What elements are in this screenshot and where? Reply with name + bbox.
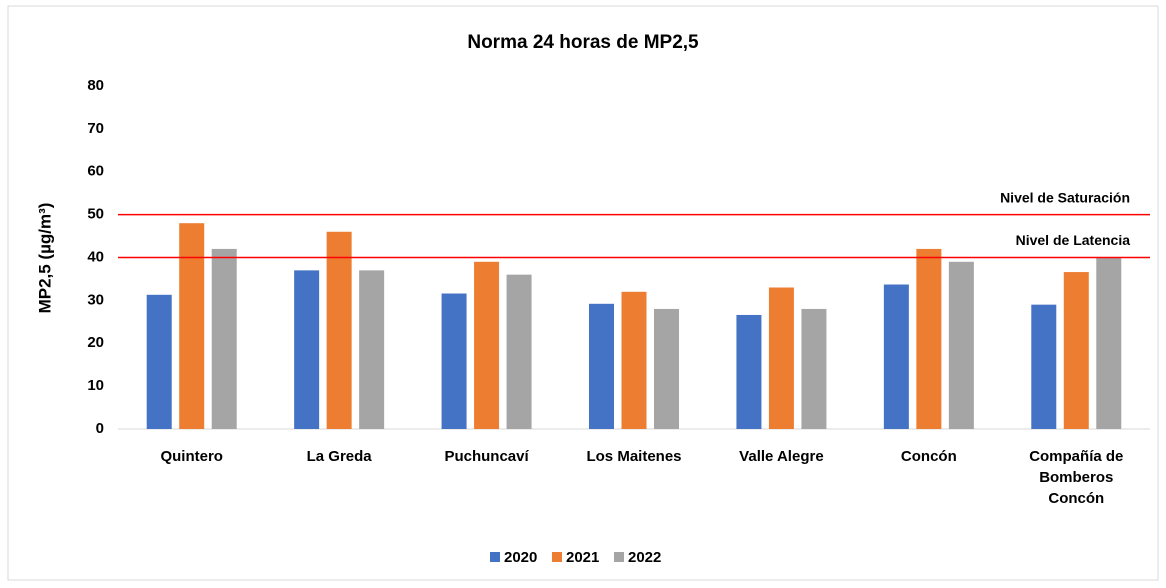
x-tick-label: Los Maitenes [586, 448, 682, 465]
bar [146, 294, 172, 429]
y-tick-label: 10 [87, 377, 104, 394]
bar [294, 270, 320, 429]
bar [621, 291, 647, 429]
y-tick-label: 70 [87, 120, 104, 137]
x-tick-label: Quintero [160, 448, 223, 465]
x-tick-label: Valle Alegre [739, 448, 824, 465]
chart-title: Norma 24 horas de MP2,5 [467, 32, 699, 53]
bar [211, 248, 237, 429]
y-tick-label: 80 [87, 77, 104, 94]
bar [654, 308, 679, 429]
bar [326, 231, 352, 429]
y-tick-label: 30 [87, 291, 104, 308]
x-tick-label: La Greda [306, 448, 372, 465]
x-tick-label: Puchuncaví [444, 448, 529, 465]
y-tick-label: 40 [87, 248, 104, 265]
x-tick-label: Compañía de Bomberos Concón [1029, 448, 1124, 507]
legend-label: 2020 [504, 549, 537, 566]
bar [474, 261, 500, 429]
legend-label: 2022 [628, 549, 661, 566]
bar [801, 308, 827, 429]
bar [1096, 257, 1122, 429]
legend-label: 2021 [566, 549, 599, 566]
bar [1063, 272, 1089, 429]
bar [589, 303, 614, 429]
bar [916, 248, 942, 429]
bar [883, 284, 909, 429]
bar [948, 261, 974, 429]
y-tick-label: 50 [87, 206, 104, 223]
bar [179, 223, 205, 429]
bar [359, 270, 385, 429]
legend-swatch [614, 552, 624, 562]
bar [736, 314, 762, 429]
reference-label: Nivel de Latencia [1016, 232, 1131, 248]
bar [506, 274, 532, 429]
y-tick-label: 0 [96, 420, 104, 437]
legend-swatch [490, 552, 500, 562]
y-tick-label: 60 [87, 163, 104, 180]
legend-swatch [552, 552, 562, 562]
y-axis-label: MP2,5 (µg/m³) [35, 203, 54, 314]
x-tick-label: Concón [900, 448, 957, 465]
reference-label: Nivel de Saturación [1000, 189, 1130, 205]
bar [768, 287, 794, 429]
bar [1031, 304, 1057, 429]
y-tick-label: 20 [87, 334, 104, 351]
bar [441, 293, 467, 429]
